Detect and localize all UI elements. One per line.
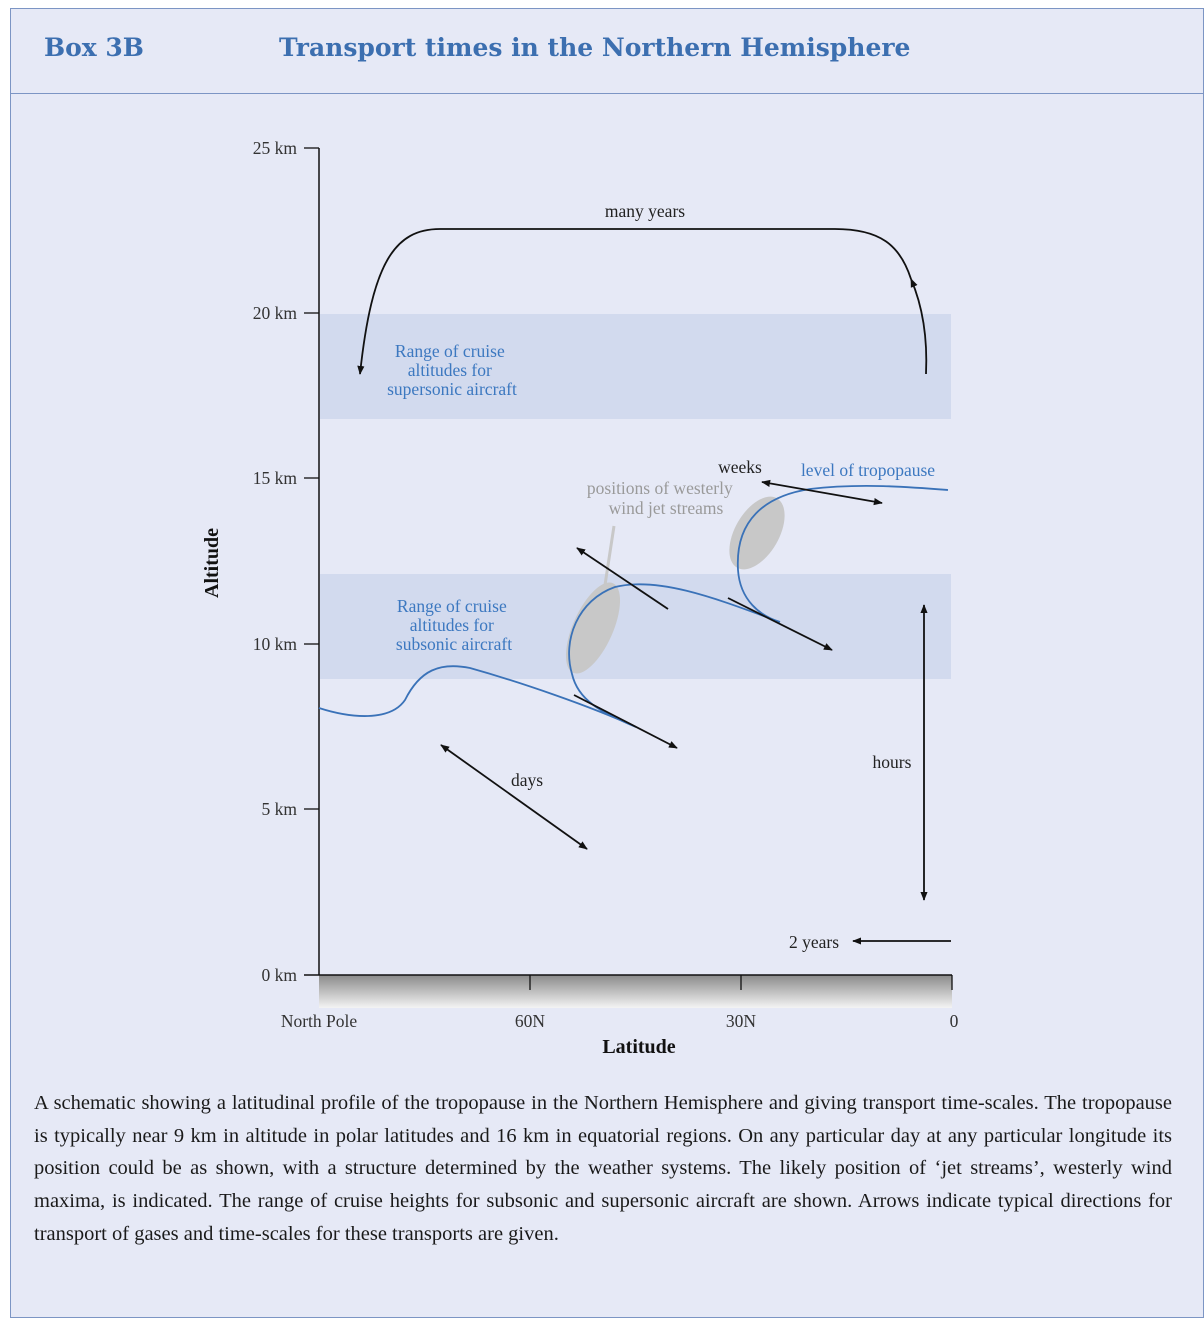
x-tick-label: 30N <box>726 1011 757 1031</box>
jet-pointer-line <box>603 525 616 586</box>
y-tick-label: 15 km <box>253 468 298 488</box>
jet-streams-label-line: wind jet streams <box>609 498 724 518</box>
transport-arrow-right-lower <box>573 694 678 749</box>
jet-stream-ellipse-lower <box>565 582 621 674</box>
x-tick-label: 60N <box>515 1011 546 1031</box>
box-header: Box 3B Transport times in the Northern H… <box>11 9 1203 94</box>
many-years-label: many years <box>605 201 685 221</box>
x-tick-label: North Pole <box>281 1011 358 1031</box>
ground-strip <box>319 975 952 1008</box>
many-years-arrow <box>910 278 928 375</box>
transport-arrow-upleft <box>576 547 669 610</box>
band-label-line: supersonic aircraft <box>387 379 517 399</box>
jet-stream-ellipse-upper <box>729 496 785 570</box>
subsonic-band <box>320 574 951 679</box>
transport-diagram: 25 km 20 km 15 km 10 km 5 km 0 km North … <box>201 138 959 1058</box>
transport-arrow-right-upper <box>727 597 833 651</box>
hours-label: hours <box>873 752 912 772</box>
y-tick-label: 20 km <box>253 303 298 323</box>
subsonic-band-label: Range of cruise altitudes for subsonic a… <box>396 596 512 654</box>
y-tick-label: 10 km <box>253 634 298 654</box>
band-label-line: subsonic aircraft <box>396 634 512 654</box>
tropopause-label: level of tropopause <box>801 460 935 480</box>
weeks-label: weeks <box>718 457 762 477</box>
days-arrow <box>440 744 588 850</box>
box-label: Box 3B <box>44 33 144 62</box>
x-axis-title: Latitude <box>602 1036 675 1058</box>
band-label-line: altitudes for <box>408 360 492 380</box>
band-label-line: Range of cruise <box>397 596 507 616</box>
days-label: days <box>511 770 543 790</box>
jet-streams-label-line: positions of westerly <box>587 478 733 498</box>
weeks-arrow <box>761 479 883 506</box>
two-years-label: 2 years <box>789 932 839 952</box>
band-label-line: altitudes for <box>410 615 494 635</box>
y-tick-label: 5 km <box>262 799 298 819</box>
y-tick-label: 25 km <box>253 138 298 158</box>
supersonic-band <box>320 314 951 419</box>
tropopause-line <box>318 485 949 728</box>
y-ticks <box>304 147 319 810</box>
y-axis-title: Altitude <box>201 528 223 598</box>
x-tick-label: 0 <box>950 1011 959 1031</box>
band-label-line: Range of cruise <box>395 341 505 361</box>
jet-pointer-line <box>733 546 751 559</box>
x-ticks <box>529 975 953 990</box>
jet-streams-label: positions of westerly wind jet streams <box>587 478 737 518</box>
figure-caption: A schematic showing a latitudinal profil… <box>34 1092 1172 1245</box>
y-tick-label: 0 km <box>262 965 298 985</box>
many-years-loop <box>357 228 912 375</box>
box-title: Transport times in the Northern Hemisphe… <box>279 33 911 62</box>
supersonic-band-label: Range of cruise altitudes for supersonic… <box>387 341 517 399</box>
